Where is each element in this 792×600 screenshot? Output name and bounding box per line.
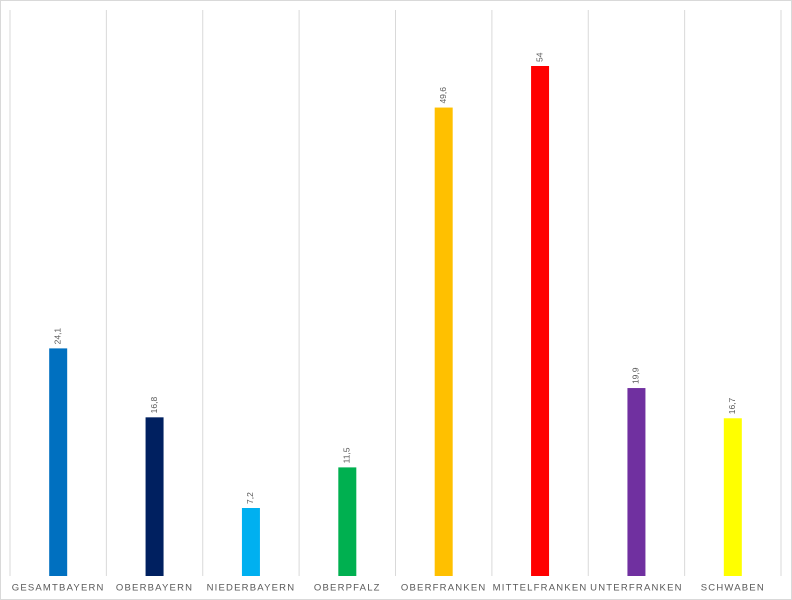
value-label: 54 <box>534 52 544 62</box>
bar <box>241 508 260 576</box>
value-label: 19,9 <box>631 367 641 384</box>
x-tick-label: GESAMTBAYERN <box>12 583 105 594</box>
value-label: 11,5 <box>342 447 352 463</box>
x-tick-label: OBERFRANKEN <box>401 583 487 594</box>
x-tick-label: SCHWABEN <box>701 583 765 594</box>
bar <box>531 66 550 576</box>
bar <box>434 107 453 577</box>
x-tick-label: UNTERFRANKEN <box>590 583 683 594</box>
value-label: 7,2 <box>245 492 255 504</box>
x-tick-label: OBERPFALZ <box>314 583 381 594</box>
value-label: 16,8 <box>149 397 159 414</box>
bar <box>338 467 357 576</box>
value-label: 24,1 <box>52 328 62 345</box>
bar <box>723 418 742 576</box>
bar <box>145 417 164 576</box>
bar <box>49 348 68 576</box>
value-label: 16,7 <box>727 397 737 414</box>
value-label: 49,6 <box>438 87 448 104</box>
x-tick-label: MITTELFRANKEN <box>493 583 588 594</box>
bar <box>627 388 646 576</box>
x-tick-label: NIEDERBAYERN <box>207 583 296 594</box>
x-tick-label: OBERBAYERN <box>116 583 193 594</box>
